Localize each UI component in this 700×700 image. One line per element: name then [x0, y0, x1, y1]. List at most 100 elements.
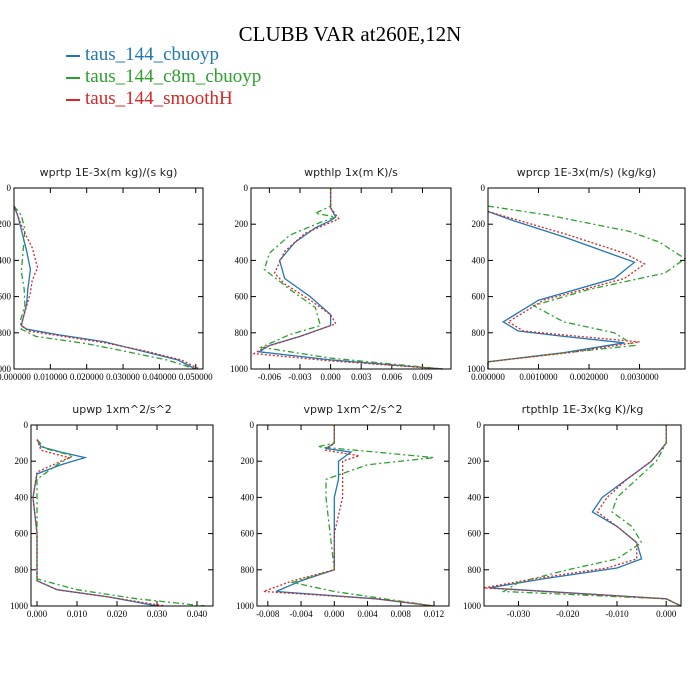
y-tick-label: 1000: [230, 364, 249, 374]
x-tick-label: 0.0010000: [519, 372, 558, 382]
y-tick-label: 800: [15, 565, 29, 575]
x-tick-label: 0.003: [351, 372, 372, 382]
panel-title: wprcp 1E-3x(m/s) (kg/kg): [517, 166, 656, 179]
x-tick-label: 0.010: [67, 609, 88, 619]
series-line-taus_144_cbuoyp: [487, 210, 636, 369]
x-tick-label: 0.008: [391, 609, 412, 619]
x-tick-label: 0.040000: [143, 372, 177, 382]
y-tick-label: 0: [7, 183, 12, 193]
series-line-taus_144_smoothH: [483, 425, 682, 607]
x-tick-label: 0.020000: [70, 372, 104, 382]
y-tick-label: 1000: [236, 601, 255, 611]
legend-swatch: [66, 54, 80, 57]
x-tick-label: 0.004: [357, 609, 378, 619]
x-tick-label: 0.0020000: [570, 372, 609, 382]
series-line-taus_144_c8m_cbuoyp: [13, 205, 196, 370]
legend-swatch: [66, 76, 80, 79]
y-tick-label: 0: [24, 420, 29, 430]
legend-item: taus_144_smoothH: [66, 88, 261, 110]
y-tick-label: 400: [235, 255, 249, 265]
y-tick-label: 1000: [463, 601, 482, 611]
y-tick-label: 200: [235, 219, 249, 229]
series-line-taus_144_cbuoyp: [275, 425, 435, 607]
panel-title: upwp 1xm^2/s^2: [72, 403, 172, 416]
y-tick-label: 800: [472, 328, 486, 338]
x-tick-label: -0.006: [258, 372, 282, 382]
legend-label: taus_144_cbuoyp: [85, 44, 220, 65]
y-tick-label: 800: [468, 565, 482, 575]
y-tick-label: 400: [472, 255, 486, 265]
series-line-taus_144_smoothH: [263, 425, 435, 607]
y-tick-label: 600: [235, 292, 249, 302]
plot-frame: [30, 424, 214, 607]
x-tick-label: -0.008: [256, 609, 280, 619]
plot-frame: [487, 187, 686, 370]
x-tick-label: 0.0030000: [620, 372, 659, 382]
y-tick-label: 600: [0, 292, 12, 302]
y-tick-label: 600: [472, 292, 486, 302]
legend-swatch: [66, 98, 80, 101]
panel: wpthlp 1x(m K)/s 0 200 400 600 800 1000 -0.006-…: [230, 166, 452, 382]
y-tick-label: 400: [0, 255, 12, 265]
y-tick-label: 1000: [467, 364, 486, 374]
series-line-taus_144_smoothH: [487, 210, 646, 369]
panel-title: wpthlp 1x(m K)/s: [304, 166, 398, 179]
y-tick-label: 1000: [10, 601, 29, 611]
x-tick-label: 0.050000: [179, 372, 213, 382]
x-tick-label: -0.004: [289, 609, 313, 619]
y-tick-label: 400: [241, 492, 255, 502]
panel: wprtp 1E-3x(m kg)/(s kg) 0 200 400 600 800 100…: [0, 166, 213, 382]
x-tick-label: 0.000: [27, 609, 48, 619]
panel: wprcp 1E-3x(m/s) (kg/kg) 0 200 400 600 800 100…: [467, 166, 687, 382]
x-tick-label: 0.012: [424, 609, 444, 619]
legend-label: taus_144_c8m_cbuoyp: [85, 66, 262, 87]
series-line-taus_144_c8m_cbuoyp: [501, 425, 682, 607]
y-tick-label: 200: [0, 219, 12, 229]
panel-title: wprtp 1E-3x(m kg)/(s kg): [40, 166, 178, 179]
plot-frame: [256, 424, 450, 607]
panel-title: vpwp 1xm^2/s^2: [303, 403, 402, 416]
panel: vpwp 1xm^2/s^2 0 200 400 600 800 1000-0.008 -0.…: [236, 403, 450, 619]
y-tick-label: 800: [0, 328, 12, 338]
y-tick-label: 800: [235, 328, 249, 338]
y-tick-label: 0: [481, 183, 486, 193]
x-tick-label: 0.030: [147, 609, 168, 619]
y-tick-label: 600: [241, 529, 255, 539]
x-tick-label: 0.009: [412, 372, 433, 382]
series-line-taus_144_c8m_cbuoyp: [258, 188, 443, 370]
series-line-taus_144_smoothH: [13, 205, 200, 370]
x-tick-label: -0.010: [605, 609, 629, 619]
legend-item: taus_144_c8m_cbuoyp: [66, 66, 261, 88]
y-tick-label: 200: [15, 456, 29, 466]
series-line-taus_144_cbuoyp: [32, 439, 158, 607]
series-line-taus_144_cbuoyp: [488, 425, 682, 607]
x-tick-label: 0.000: [324, 609, 345, 619]
y-tick-label: 200: [472, 219, 486, 229]
y-tick-label: 0: [250, 420, 255, 430]
x-tick-label: 0.010000: [33, 372, 67, 382]
x-tick-label: 0.030000: [106, 372, 140, 382]
x-tick-label: 0.040: [187, 609, 208, 619]
y-tick-label: 600: [468, 529, 482, 539]
y-tick-label: 0: [244, 183, 249, 193]
x-tick-label: 0.000: [656, 609, 677, 619]
x-tick-label: 0.000: [320, 372, 341, 382]
x-tick-label: -0.020: [556, 609, 580, 619]
x-tick-label: 0.000000: [0, 372, 31, 382]
panel-title: rtpthlp 1E-3x(kg K)/kg: [522, 403, 644, 416]
y-tick-label: 400: [468, 492, 482, 502]
series-line-taus_144_cbuoyp: [257, 188, 443, 370]
y-tick-label: 0: [477, 420, 482, 430]
y-tick-label: 200: [468, 456, 482, 466]
series-line-taus_144_cbuoyp: [13, 205, 196, 370]
y-tick-label: 600: [15, 529, 29, 539]
plot-frame: [250, 187, 452, 370]
series-line-taus_144_c8m_cbuoyp: [487, 205, 687, 369]
legend-item: taus_144_cbuoyp: [66, 44, 261, 66]
legend: taus_144_cbuoyp taus_144_c8m_cbuoyp taus…: [66, 44, 261, 110]
legend-label: taus_144_smoothH: [85, 88, 233, 109]
plot-frame: [483, 424, 682, 607]
x-tick-label: -0.003: [288, 372, 312, 382]
panel: rtpthlp 1E-3x(kg K)/kg 0 200 400 600 800 1000 -…: [463, 403, 682, 619]
